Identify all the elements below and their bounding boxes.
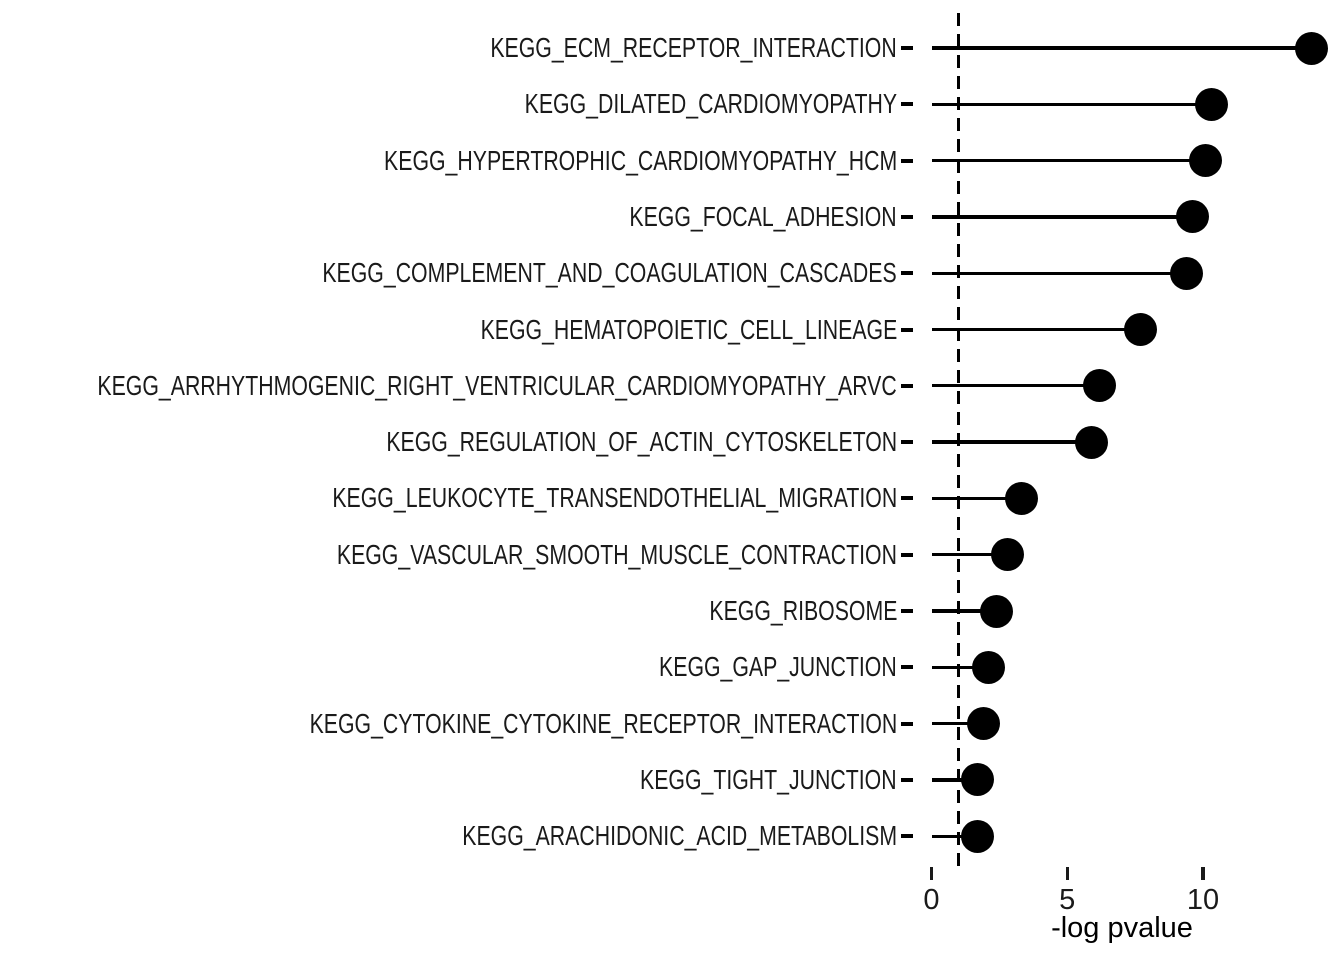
y-axis-tick — [901, 327, 913, 332]
x-axis-title: -log pvalue — [1051, 912, 1193, 944]
lollipop-dot — [972, 650, 1005, 684]
category-label: KEGG_LEUKOCYTE_TRANSENDOTHELIAL_MIGRATIO… — [332, 482, 897, 514]
threshold-dashed-line — [957, 13, 961, 871]
lollipop-stem — [931, 609, 997, 613]
x-axis-tick — [1065, 867, 1069, 880]
lollipop-dot — [1189, 144, 1223, 178]
lollipop-stem — [931, 384, 1100, 388]
y-axis-tick — [901, 496, 913, 501]
category-label: KEGG_ARACHIDONIC_ACID_METABOLISM — [462, 820, 897, 852]
x-axis-tick — [1201, 867, 1205, 880]
category-label: KEGG_REGULATION_OF_ACTIN_CYTOSKELETON — [386, 426, 897, 458]
y-axis-tick — [901, 383, 913, 388]
lollipop-dot — [980, 594, 1014, 628]
lollipop-stem — [931, 215, 1193, 219]
lollipop-stem — [931, 327, 1141, 332]
lollipop-dot — [1124, 313, 1158, 346]
y-axis-tick — [901, 158, 913, 163]
lollipop-stem — [931, 553, 1008, 557]
category-label: KEGG_CYTOKINE_CYTOKINE_RECEPTOR_INTERACT… — [309, 707, 897, 739]
y-axis-tick — [901, 214, 913, 219]
category-label: KEGG_HYPERTROPHIC_CARDIOMYOPATHY_HCM — [383, 144, 897, 176]
category-label: KEGG_ARRHYTHMOGENIC_RIGHT_VENTRICULAR_CA… — [97, 369, 897, 401]
x-axis-tick-label: 5 — [1059, 884, 1076, 916]
lollipop-dot — [1075, 425, 1109, 459]
lollipop-stem — [931, 102, 1212, 106]
lollipop-stem — [931, 496, 1022, 501]
lollipop-dot — [1004, 481, 1038, 515]
lollipop-stem — [931, 158, 1206, 163]
lollipop-dot — [1170, 256, 1204, 290]
y-axis-tick — [901, 777, 913, 782]
y-axis-tick — [901, 721, 913, 726]
lollipop-dot — [1175, 200, 1209, 234]
y-axis-tick — [901, 609, 913, 613]
y-axis-tick — [901, 552, 913, 557]
lollipop-dot — [1083, 369, 1117, 403]
lollipop-stem — [931, 46, 1312, 50]
lollipop-stem — [931, 834, 978, 838]
y-axis-tick — [901, 271, 913, 276]
category-label: KEGG_VASCULAR_SMOOTH_MUSCLE_CONTRACTION — [336, 538, 897, 570]
lollipop-dot — [961, 763, 995, 797]
y-axis-tick — [901, 46, 913, 50]
lollipop-dot — [966, 707, 1000, 741]
y-axis-tick — [901, 834, 913, 839]
lollipop-stem — [931, 440, 1092, 444]
category-label: KEGG_RIBOSOME — [708, 595, 897, 626]
lollipop-dot — [961, 819, 995, 853]
y-axis-tick — [901, 440, 913, 445]
category-label: KEGG_DILATED_CARDIOMYOPATHY — [524, 88, 897, 120]
category-label: KEGG_COMPLEMENT_AND_COAGULATION_CASCADES — [322, 257, 897, 289]
category-label: KEGG_FOCAL_ADHESION — [629, 200, 897, 232]
x-axis-tick-label: 0 — [923, 884, 940, 916]
x-axis-tick-label: 10 — [1186, 884, 1220, 916]
lollipop-stem — [931, 778, 978, 782]
x-axis-tick — [929, 867, 934, 880]
y-axis-tick — [901, 102, 913, 107]
y-axis-tick — [901, 665, 913, 670]
lollipop-dot — [1194, 87, 1228, 121]
category-label: KEGG_ECM_RECEPTOR_INTERACTION — [490, 32, 897, 63]
category-label: KEGG_GAP_JUNCTION — [659, 651, 897, 683]
lollipop-dot — [1295, 31, 1329, 65]
category-label: KEGG_HEMATOPOIETIC_CELL_LINEAGE — [480, 313, 897, 345]
lollipop-dot — [991, 538, 1025, 572]
category-label: KEGG_TIGHT_JUNCTION — [640, 763, 897, 795]
lollipop-stem — [931, 271, 1187, 275]
